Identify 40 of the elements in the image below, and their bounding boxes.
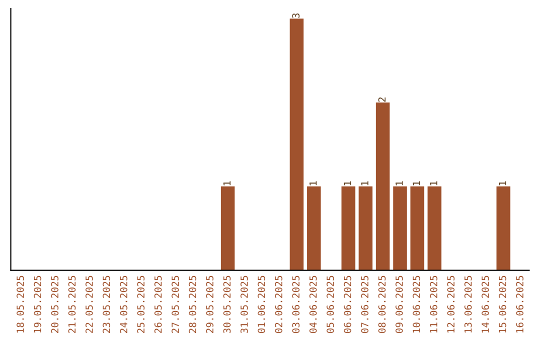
data-label: 1 (344, 181, 352, 186)
x-tick-label: 01.06.2025 (258, 276, 266, 334)
x-tick-label: 24.05.2025 (120, 276, 128, 333)
data-label: 1 (430, 181, 438, 186)
x-tick-label: 31.05.2025 (240, 276, 248, 334)
x-tick-label: 05.06.2025 (326, 276, 334, 334)
x-tick-label: 28.05.2025 (188, 276, 196, 333)
data-label: 3 (292, 13, 300, 18)
data-label: 1 (396, 181, 403, 186)
x-tick-label: 15.06.2025 (498, 276, 506, 333)
x-tick-label: 16.06.2025 (516, 276, 524, 333)
x-tick-label: 11.06.2025 (430, 276, 438, 333)
x-tick-label: 20.05.2025 (51, 276, 58, 333)
x-tick-label: 19.05.2025 (34, 276, 42, 333)
x-tick-label: 18.05.2025 (16, 276, 24, 333)
x-tick-label: 04.06.2025 (309, 276, 317, 334)
x-tick-label: 26.05.2025 (154, 276, 162, 333)
data-label: 2 (378, 97, 386, 102)
x-tick-label: 27.05.2025 (172, 276, 179, 333)
x-tick-label: 08.06.2025 (378, 276, 386, 334)
x-tick-label: 03.06.2025 (292, 276, 300, 334)
x-tick-label: 23.05.2025 (102, 276, 110, 333)
x-tick-label: 09.06.2025 (396, 276, 403, 334)
data-label: 1 (498, 181, 506, 186)
x-tick-label: 02.06.2025 (274, 276, 282, 334)
x-tick-label: 21.05.2025 (68, 276, 76, 333)
data-label: 1 (310, 181, 317, 186)
x-tick-label: 14.06.2025 (482, 276, 489, 333)
x-tick-label: 13.06.2025 (464, 276, 472, 333)
data-label: 1 (361, 181, 368, 186)
x-tick-label: 06.06.2025 (344, 276, 352, 334)
x-tick-label: 10.06.2025 (412, 276, 420, 333)
x-tick-label: 30.05.2025 (223, 276, 231, 334)
x-tick-label: 29.05.2025 (206, 276, 214, 333)
data-label: 1 (412, 181, 420, 186)
x-tick-label: 25.05.2025 (137, 276, 145, 333)
x-tick-label: 22.05.2025 (86, 276, 93, 333)
x-tick-label: 12.06.2025 (447, 276, 455, 333)
data-label: 1 (223, 181, 231, 186)
x-tick-label: 07.06.2025 (361, 276, 368, 334)
